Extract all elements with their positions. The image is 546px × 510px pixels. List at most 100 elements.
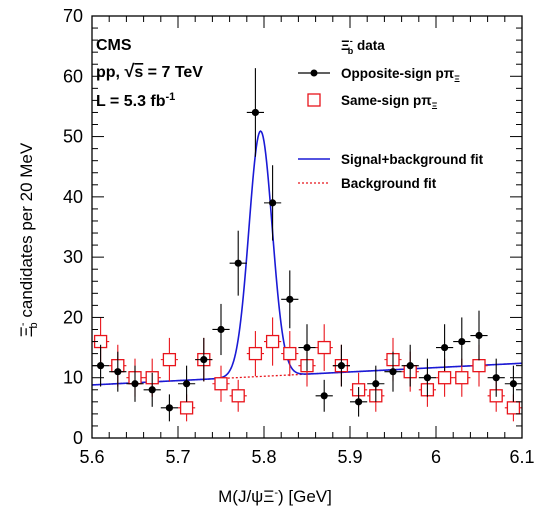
legend-label-same-sign: Same-sign pπΞ [341, 93, 438, 111]
opposite-sign-point [453, 317, 471, 366]
cms-info: CMS pp, √s = 7 TeV L = 5.3 fb-1 [96, 37, 203, 110]
y-tick-label: 10 [63, 368, 83, 388]
same-sign-marker [437, 371, 452, 385]
same-sign-point [212, 365, 230, 402]
opposite-sign-point [229, 230, 247, 296]
opposite-sign-point [367, 365, 385, 402]
opposite-sign-point [487, 358, 505, 397]
same-sign-marker [506, 401, 521, 415]
opposite-sign-marker [441, 343, 449, 352]
legend-same-sign: Same-sign pπΞ [307, 93, 438, 111]
y-tick-label: 70 [63, 6, 83, 26]
opposite-sign-point [350, 387, 368, 417]
opposite-sign-point [384, 351, 402, 392]
experiment-label: CMS [96, 37, 132, 54]
opposite-sign-marker [97, 362, 105, 370]
same-sign-point [246, 331, 264, 377]
x-tick-label: 5.9 [337, 447, 362, 467]
same-sign-marker [455, 371, 469, 385]
y-tick-label: 60 [63, 66, 83, 86]
x-tick-label: 6 [431, 447, 441, 467]
opposite-sign-point [298, 324, 316, 371]
same-sign-marker [472, 359, 486, 373]
energy-label: pp, √s = 7 TeV [96, 61, 203, 81]
axes: 5.6 5.7 5.8 5.9 6 6.1 0 10 20 30 40 50 60 70 [63, 6, 535, 467]
opposite-sign-marker [148, 386, 156, 394]
x-tick-label: 5.6 [79, 447, 104, 467]
y-axis-label: Ξ-b candidates per 20 MeV [17, 142, 40, 337]
opposite-sign-marker [337, 362, 345, 370]
plot-frame [91, 15, 523, 439]
opposite-sign-point [212, 303, 230, 356]
opposite-sign-marker [114, 368, 122, 376]
opposite-sign-marker [355, 398, 363, 406]
opposite-sign-marker [406, 362, 414, 370]
legend-label-opposite-sign: Opposite-sign pπΞ [341, 66, 460, 84]
legend-header: Ξ-b data [341, 36, 385, 56]
legend-signal-fit: Signal+background fit [298, 152, 484, 167]
same-sign-point [229, 379, 247, 412]
same-sign-marker [179, 401, 194, 415]
legend-background-fit: Background fit [298, 176, 437, 191]
same-sign-point [315, 324, 333, 371]
x-tick-label: 6.1 [509, 447, 534, 467]
opposite-sign-marker [492, 374, 500, 382]
opposite-sign-marker [269, 199, 277, 207]
luminosity-label: L = 5.3 fb-1 [96, 91, 175, 110]
legend-dot-marker [310, 69, 318, 77]
opposite-sign-point [143, 372, 161, 407]
x-tick-label: 5.7 [165, 447, 190, 467]
opposite-sign-point [470, 310, 488, 361]
opposite-sign-marker [509, 380, 517, 388]
legend-label-signal-fit: Signal+background fit [341, 152, 484, 167]
legend-opposite-sign: Opposite-sign pπΞ [298, 66, 460, 84]
opposite-sign-marker [320, 392, 328, 400]
opposite-sign-point [126, 365, 144, 402]
opposite-sign-point [332, 344, 350, 387]
opposite-sign-series [92, 68, 522, 422]
y-tick-label: 40 [63, 187, 83, 207]
legend: Ξ-b data Opposite-sign pπΞ Same-sign pπΞ… [298, 36, 484, 191]
opposite-sign-marker [389, 368, 397, 376]
same-sign-marker [283, 346, 297, 361]
opposite-sign-point [109, 351, 127, 392]
opposite-sign-point [436, 324, 454, 371]
opposite-sign-point [92, 344, 110, 387]
opposite-sign-marker [131, 380, 139, 388]
same-sign-marker [214, 377, 228, 391]
opposite-sign-point [246, 68, 264, 157]
same-sign-marker [265, 334, 280, 349]
opposite-sign-marker [458, 337, 466, 346]
opposite-sign-marker [475, 331, 483, 340]
same-sign-marker [317, 340, 331, 355]
opposite-sign-point [315, 379, 333, 412]
opposite-sign-marker [183, 380, 191, 388]
opposite-sign-point [160, 394, 178, 422]
legend-label-background-fit: Background fit [341, 176, 437, 191]
opposite-sign-point [178, 365, 196, 402]
y-tick-label: 30 [63, 247, 83, 267]
same-sign-point [470, 344, 488, 387]
x-tick-label: 5.8 [251, 447, 276, 467]
opposite-sign-point [504, 365, 522, 402]
same-sign-point [160, 337, 178, 382]
same-sign-marker [162, 352, 177, 367]
x-axis-label: M(J/ψΞ-) [GeV] [218, 487, 332, 506]
opposite-sign-marker [372, 380, 380, 388]
same-sign-marker [231, 389, 245, 403]
opposite-sign-marker [200, 356, 208, 364]
y-tick-label: 0 [73, 428, 83, 448]
opposite-sign-marker [423, 374, 431, 382]
opposite-sign-point [264, 165, 282, 241]
same-sign-point [264, 317, 282, 366]
same-sign-marker [248, 346, 263, 361]
y-tick-label: 20 [63, 307, 83, 327]
y-tick-label: 50 [63, 127, 83, 147]
legend-square-marker [307, 93, 321, 107]
opposite-sign-marker [217, 325, 225, 334]
opposite-sign-point [281, 270, 299, 329]
opposite-sign-point [418, 358, 436, 397]
opposite-sign-point [195, 337, 213, 382]
opposite-sign-marker [303, 343, 311, 352]
opposite-sign-marker [251, 108, 259, 117]
